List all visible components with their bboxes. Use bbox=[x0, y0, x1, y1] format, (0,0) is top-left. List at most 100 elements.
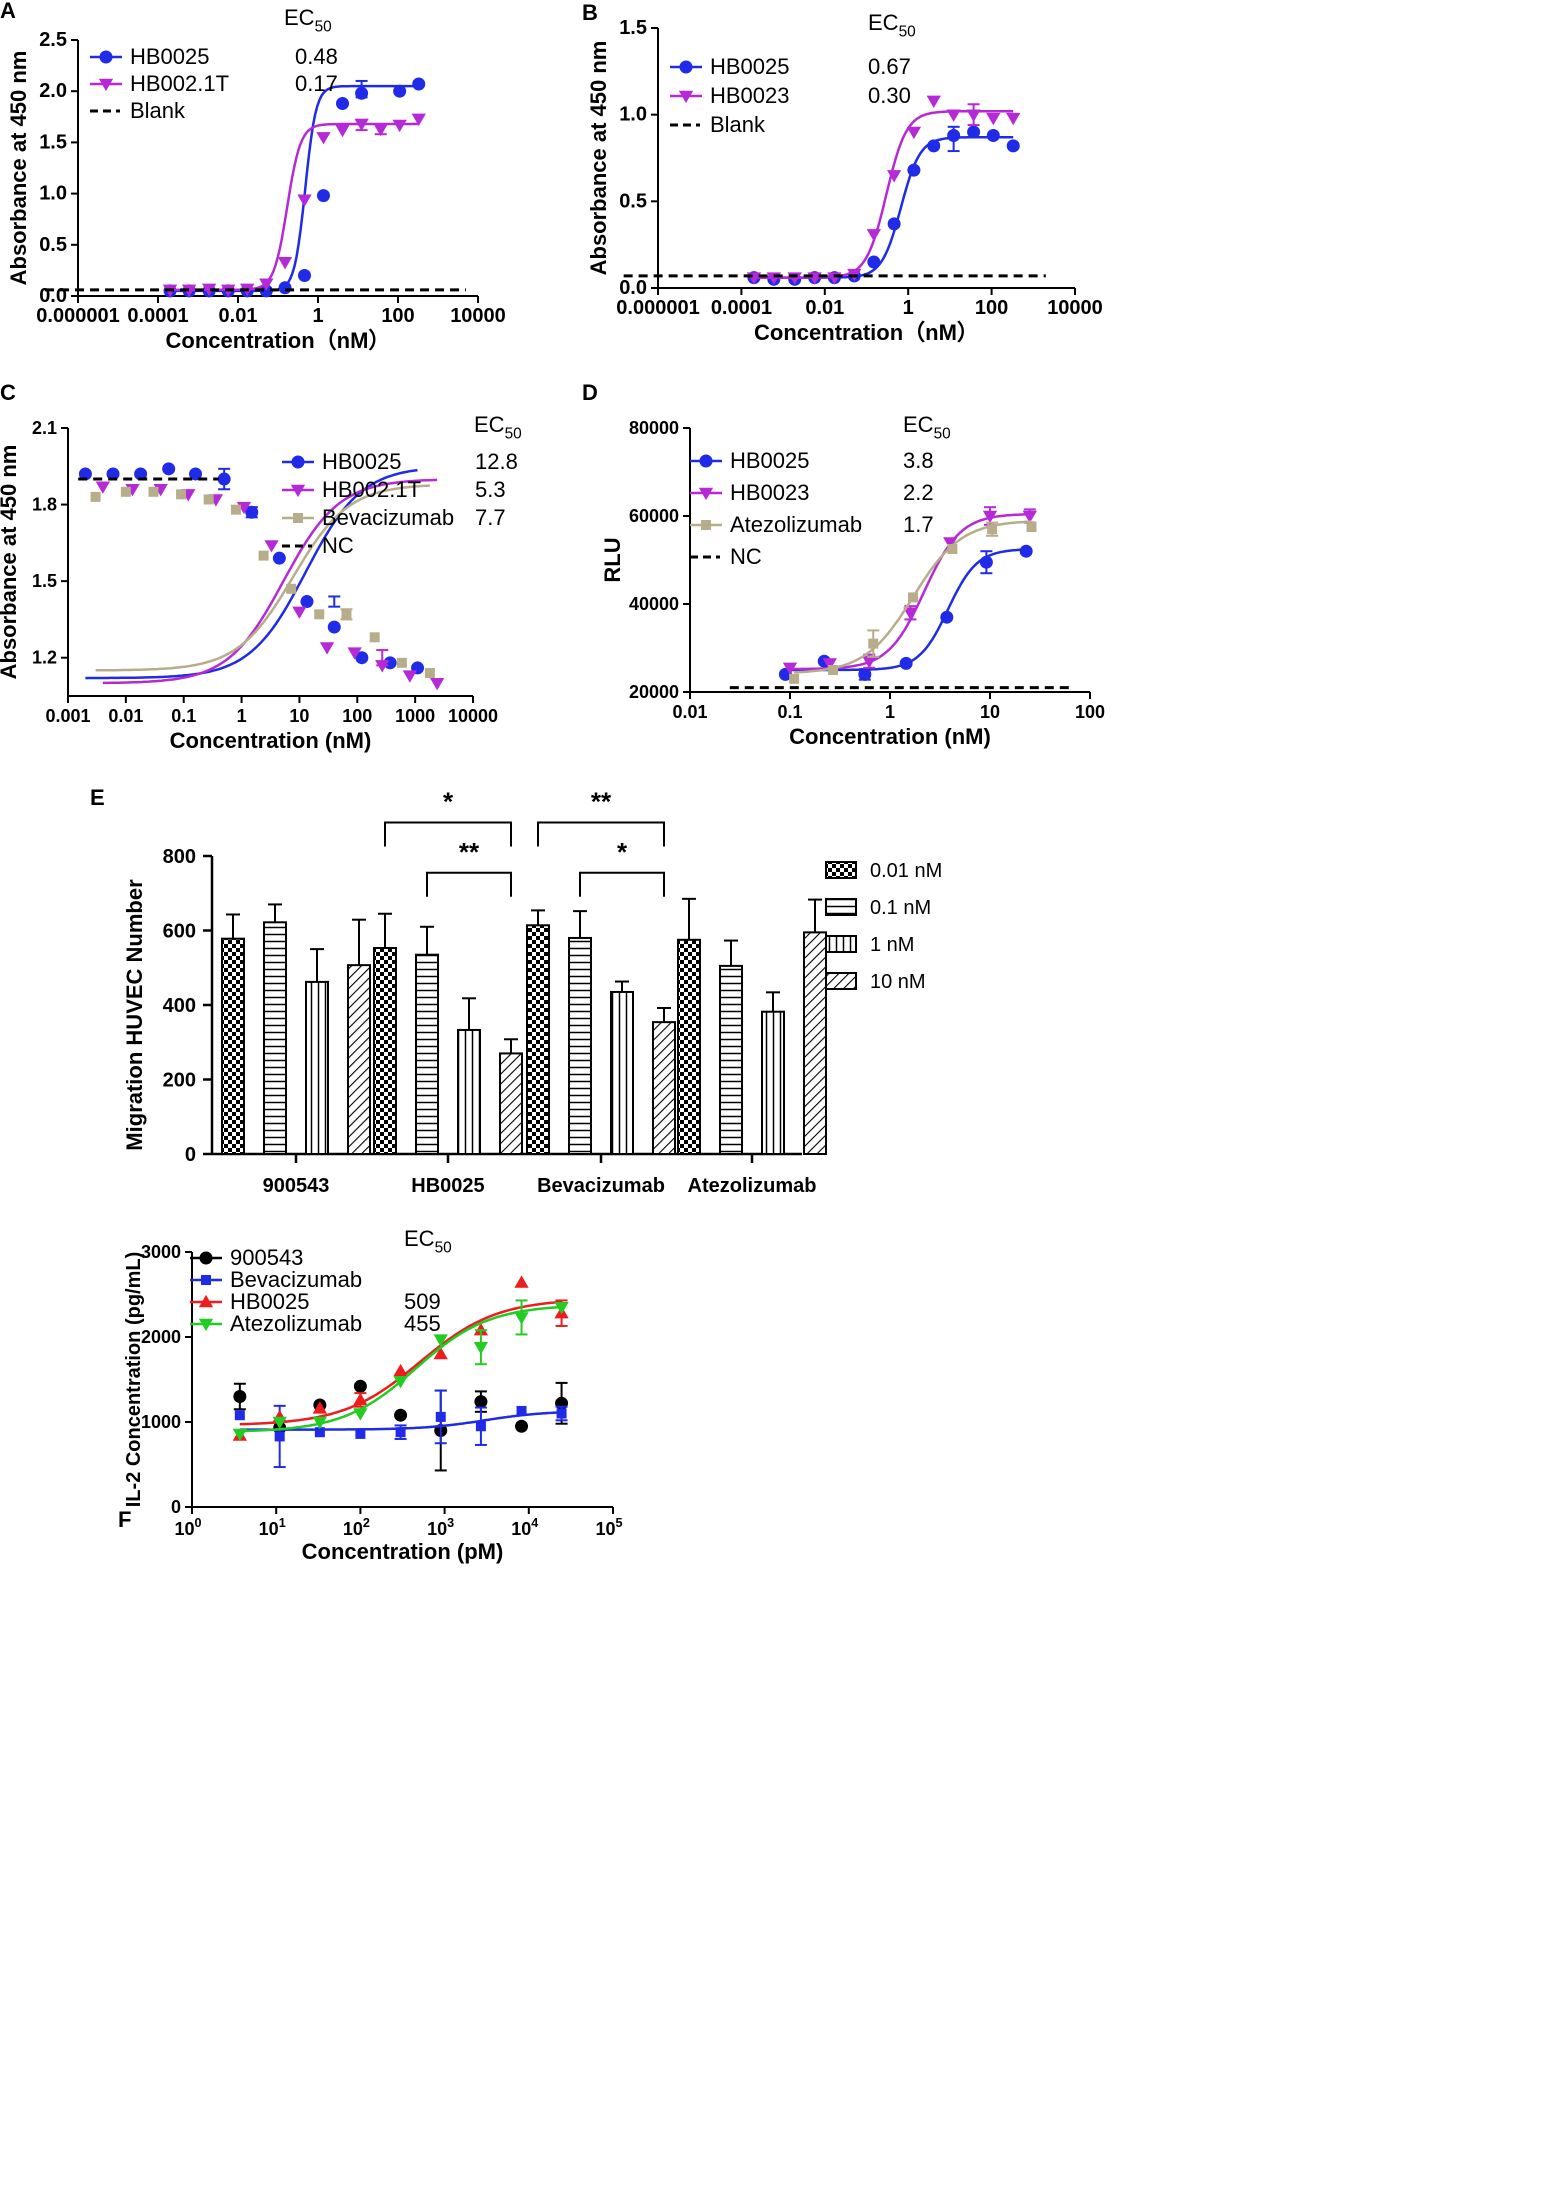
data-point bbox=[782, 662, 798, 675]
y-tick-label: 0 bbox=[171, 1497, 181, 1517]
data-point bbox=[78, 467, 92, 481]
ec50-header: EC50 bbox=[404, 1226, 452, 1257]
data-point bbox=[396, 657, 407, 668]
legend-marker bbox=[701, 520, 711, 530]
x-tick-label: 102 bbox=[343, 1516, 370, 1539]
data-point bbox=[986, 112, 1001, 126]
y-tick-label: 1000 bbox=[141, 1412, 181, 1432]
bar bbox=[373, 947, 397, 1155]
legend-marker bbox=[198, 1318, 214, 1332]
data-point bbox=[292, 606, 307, 619]
ec50-header: EC50 bbox=[903, 412, 951, 443]
bar bbox=[719, 964, 743, 1156]
x-tick-label: 100 bbox=[342, 706, 372, 726]
data-point bbox=[259, 278, 274, 291]
data-point bbox=[943, 537, 958, 550]
legend-ec50: 0.67 bbox=[868, 54, 911, 79]
y-tick-label: 0 bbox=[185, 1144, 196, 1166]
data-point bbox=[353, 1392, 368, 1406]
x-tick-label: 10 bbox=[980, 702, 1000, 722]
panel-A: A 0.000001 0.0001 0.01 1 100 10000 0.0 0.5 1.0 1.5… bbox=[0, 0, 506, 353]
data-point bbox=[233, 1390, 247, 1403]
legend-label: 0.01 nM bbox=[870, 860, 942, 882]
data-point bbox=[232, 1428, 247, 1442]
series-Atezolizumab bbox=[232, 1299, 569, 1442]
legend-label: Atezolizumab bbox=[730, 512, 862, 537]
significance-bracket bbox=[579, 871, 665, 897]
x-tick-label: Bevacizumab bbox=[537, 1175, 665, 1197]
legend-label: 900543 bbox=[230, 1245, 303, 1270]
legend-ec50: 3.8 bbox=[903, 448, 934, 473]
data-point bbox=[203, 494, 214, 505]
x-tick-label: 0.01 bbox=[219, 305, 258, 327]
x-axis-label: Concentration (nM) bbox=[170, 728, 372, 753]
x-tick-label: 1000 bbox=[395, 706, 435, 726]
legend-swatch bbox=[825, 972, 857, 990]
legend-label: HB0025 bbox=[130, 44, 210, 69]
data-point bbox=[906, 126, 922, 140]
legend-label: 10 nM bbox=[870, 971, 926, 993]
y-axis-label: IL-2 Concentration (pg/mL) bbox=[123, 1252, 145, 1508]
data-point bbox=[473, 1342, 489, 1355]
x-axis-label: Concentration (pM) bbox=[302, 1539, 504, 1564]
data-point bbox=[866, 229, 881, 242]
data-point bbox=[903, 607, 918, 620]
legend-marker bbox=[199, 1251, 213, 1265]
y-axis-label: Migration HUVEC Number bbox=[122, 879, 147, 1151]
data-point bbox=[433, 1346, 448, 1360]
data-point bbox=[966, 109, 981, 122]
series-HB0025 bbox=[78, 462, 425, 680]
data-point bbox=[134, 467, 148, 481]
data-point bbox=[95, 481, 110, 494]
legend-marker bbox=[198, 1294, 214, 1308]
series-Bevacizumab bbox=[234, 1389, 568, 1469]
x-tick-label: 1 bbox=[312, 305, 323, 327]
x-tick-label: 0.1 bbox=[171, 706, 196, 726]
data-point bbox=[474, 1395, 488, 1409]
data-point bbox=[353, 1379, 367, 1393]
data-point bbox=[412, 77, 426, 91]
legend-swatch bbox=[825, 898, 857, 916]
y-axis-label: Absorbance at 450 nm bbox=[0, 445, 21, 680]
data-point bbox=[148, 486, 159, 497]
legend-label: HB0023 bbox=[710, 83, 790, 108]
data-point bbox=[297, 194, 312, 207]
x-tick-label: Atezolizumab bbox=[688, 1175, 817, 1197]
data-point bbox=[274, 1431, 285, 1442]
x-tick-label: 10000 bbox=[450, 305, 506, 327]
bar bbox=[347, 964, 371, 1156]
legend-marker bbox=[290, 484, 306, 498]
x-axis-label: Concentration（nM） bbox=[166, 328, 391, 353]
y-tick-label: 2.5 bbox=[39, 29, 67, 51]
data-point bbox=[259, 284, 273, 298]
legend-label: HB002.1T bbox=[130, 71, 229, 96]
legend-label: HB0025 bbox=[710, 54, 790, 79]
x-tick-label: 10000 bbox=[448, 706, 498, 726]
y-tick-label: 1.5 bbox=[32, 571, 57, 591]
legend: EC50 HB0025 0.67 HB0023 0.30 Blank bbox=[670, 10, 916, 137]
legend-label: 0.1 nM bbox=[870, 897, 931, 919]
data-point bbox=[411, 113, 426, 126]
data-point bbox=[424, 668, 435, 679]
data-point bbox=[395, 1427, 406, 1438]
series-HB0025 bbox=[778, 544, 1033, 681]
data-point bbox=[1022, 510, 1037, 524]
legend-marker bbox=[293, 513, 303, 523]
legend-ec50: 12.8 bbox=[475, 449, 518, 474]
data-point bbox=[429, 678, 445, 691]
data-point bbox=[886, 170, 902, 183]
bar bbox=[457, 1028, 481, 1156]
data-point bbox=[369, 632, 380, 643]
y-tick-label: 40000 bbox=[629, 594, 679, 614]
x-tick-label: 0.001 bbox=[45, 706, 90, 726]
legend: EC50 HB0025 3.8 HB0023 2.2 Atezolizumab 1.7 NC bbox=[690, 412, 951, 569]
y-tick-label: 0.0 bbox=[39, 285, 67, 307]
legend-label: Blank bbox=[130, 98, 186, 123]
x-tick-label: 105 bbox=[595, 1516, 622, 1539]
data-point bbox=[828, 665, 839, 675]
data-point bbox=[278, 281, 292, 295]
legend-marker bbox=[678, 90, 694, 104]
data-point bbox=[868, 638, 879, 649]
x-tick-label: 100 bbox=[975, 297, 1008, 319]
data-point bbox=[90, 491, 101, 502]
